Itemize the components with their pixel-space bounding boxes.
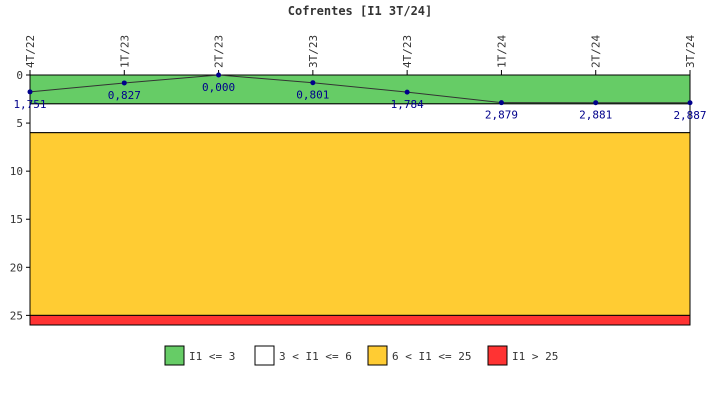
data-label: 0,827 — [108, 89, 141, 102]
series-layer — [27, 72, 693, 106]
x-tick-label: 2T/23 — [213, 35, 226, 68]
y-tick-label: 10 — [10, 165, 23, 178]
data-label: 1,784 — [391, 98, 424, 111]
legend-label: 3 < I1 <= 6 — [279, 350, 352, 363]
legend-swatch — [254, 345, 275, 366]
data-label: 2,887 — [673, 109, 706, 122]
y-axis-ticks: 0 5 10 15 20 25 — [10, 69, 30, 322]
y-tick-label: 25 — [10, 309, 23, 322]
legend-label: I1 <= 3 — [189, 350, 235, 363]
band-2 — [29, 132, 691, 316]
legend-label: 6 < I1 <= 25 — [392, 350, 471, 363]
data-point — [498, 100, 504, 106]
data-labels: 1,751 0,827 0,000 0,801 1,784 2,879 2,881 2,887 — [13, 81, 706, 122]
x-tick-label: 4T/22 — [24, 35, 37, 68]
y-tick-label: 20 — [10, 261, 23, 274]
band-1 — [29, 103, 691, 134]
legend-swatch — [367, 345, 388, 366]
data-label: 2,881 — [579, 109, 612, 122]
data-point — [121, 80, 127, 86]
data-label: 0,000 — [202, 81, 235, 94]
x-axis-ticks: 4T/22 1T/23 2T/23 3T/23 4T/23 1T/24 2T/24 3T/24 — [24, 35, 697, 75]
legend: I1 <= 3 3 < I1 <= 6 6 < I1 <= 25 I1 > 25 — [164, 345, 558, 366]
data-label: 2,879 — [485, 109, 518, 122]
x-tick-label: 3T/24 — [684, 35, 697, 68]
x-tick-label: 1T/24 — [495, 35, 508, 68]
data-label: 1,751 — [13, 98, 46, 111]
x-tick-label: 2T/24 — [590, 35, 603, 68]
legend-label: I1 > 25 — [512, 350, 558, 363]
series-line — [29, 74, 691, 104]
data-label: 0,801 — [296, 89, 329, 102]
y-tick-label: 0 — [16, 69, 23, 82]
x-tick-label: 1T/23 — [118, 35, 131, 68]
band-3 — [29, 314, 691, 326]
data-point — [404, 89, 410, 95]
y-tick-label: 5 — [16, 117, 23, 130]
data-point — [687, 100, 693, 106]
legend-swatch — [487, 345, 508, 366]
data-point — [310, 80, 316, 86]
legend-swatch — [164, 345, 185, 366]
data-point — [593, 100, 599, 106]
band-0 — [29, 74, 691, 105]
data-point — [216, 72, 222, 78]
threshold-bands — [29, 74, 691, 326]
x-tick-label: 3T/23 — [307, 35, 320, 68]
x-tick-label: 4T/23 — [401, 35, 414, 68]
data-point — [27, 89, 33, 95]
chart-title: Cofrentes [I1 3T/24] — [288, 4, 433, 18]
y-tick-label: 15 — [10, 213, 23, 226]
axes — [29, 74, 690, 325]
